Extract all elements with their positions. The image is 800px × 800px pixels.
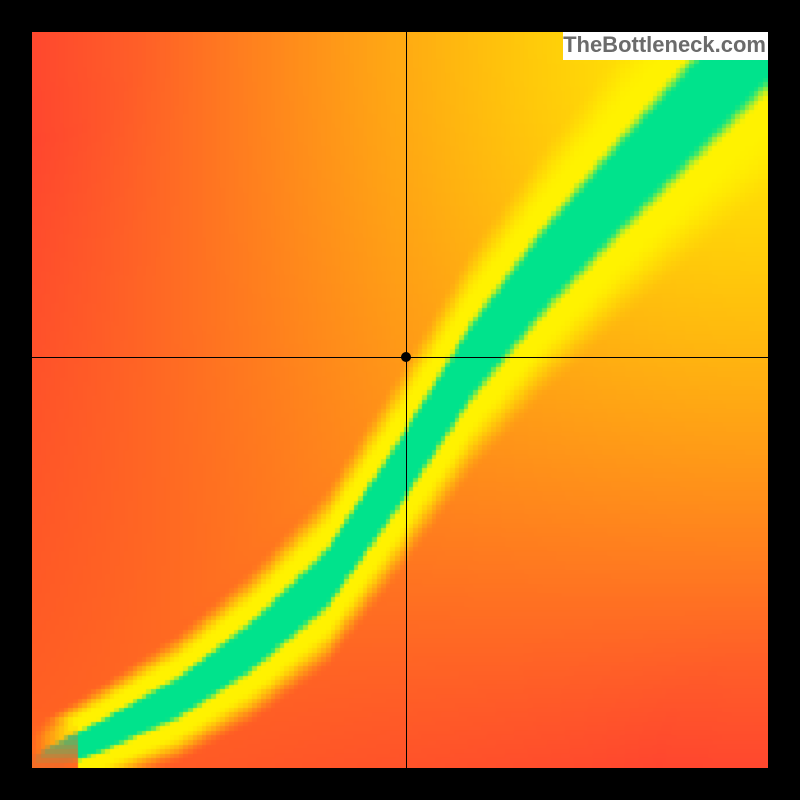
chart-plot-area: TheBottleneck.com	[32, 32, 768, 768]
bottleneck-heatmap	[32, 32, 768, 768]
attribution-label: TheBottleneck.com	[563, 32, 768, 60]
chart-frame: TheBottleneck.com	[0, 0, 800, 800]
